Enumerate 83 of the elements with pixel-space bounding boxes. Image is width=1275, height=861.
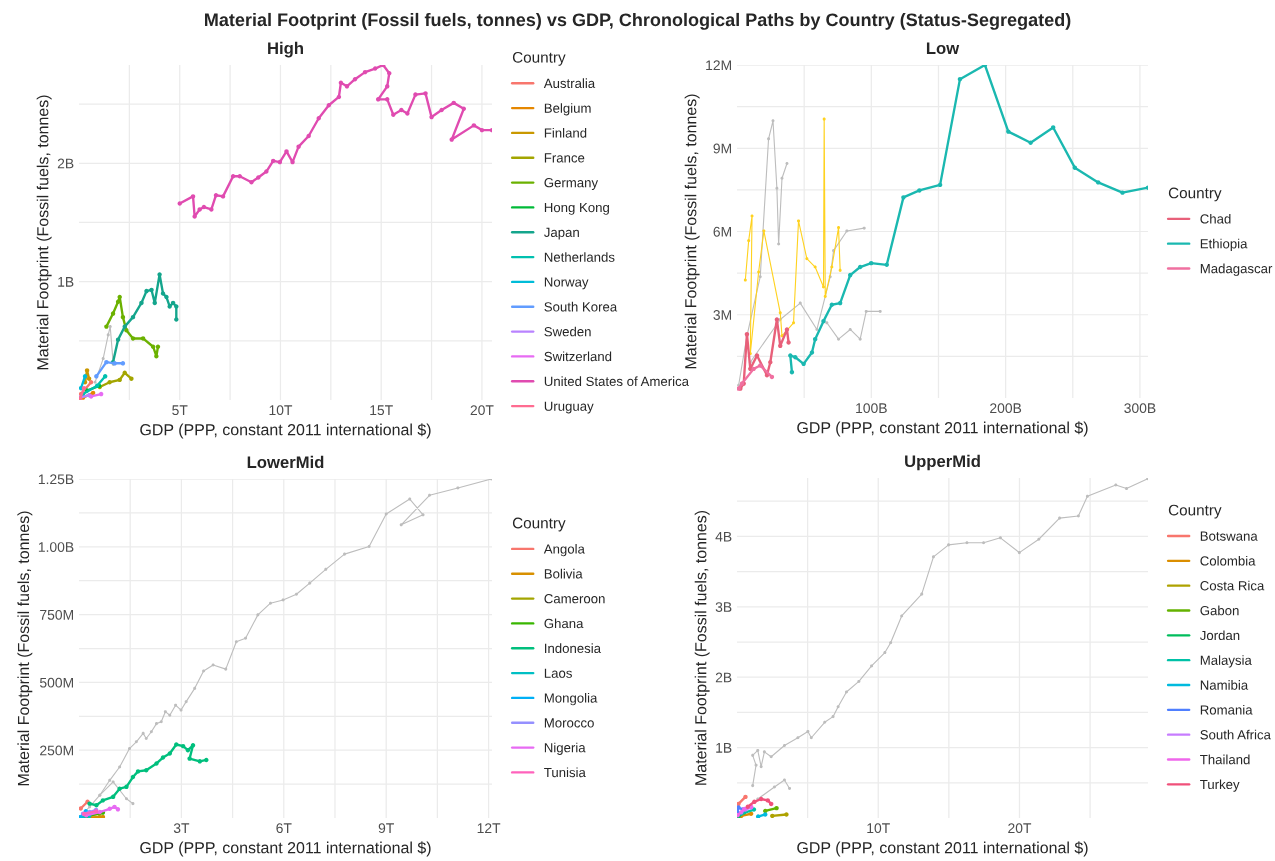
y-axis-title: Material Footprint (Fossil fuels, tonnes)	[17, 511, 33, 786]
x-tick-label: 300B	[1124, 403, 1156, 414]
x-tick-label: 10T	[867, 823, 890, 834]
x-tick-label: 10T	[269, 405, 293, 416]
legend-label: South Africa	[1200, 729, 1271, 740]
legend-label: Hong Kong	[544, 202, 609, 215]
legend-label: Tunisia	[544, 767, 586, 778]
x-axis-title: GDP (PPP, constant 2011 international $)	[797, 421, 1088, 437]
text: Material Footprint (Fossil fuels, tonnes) vs GDP, Chronological Paths by Country (Status-Segregated)	[205, 12, 1071, 30]
legend-label: Norway	[544, 277, 589, 290]
x-tick-label: 12T	[477, 823, 501, 833]
legend-label: Namibia	[1200, 680, 1249, 690]
legend-label: Uruguay	[544, 401, 594, 414]
y-tick-label: 4B	[715, 531, 732, 542]
legend-title: Country	[512, 51, 566, 66]
legend-label: Australia	[543, 78, 596, 89]
legend-label: Malaysia	[1200, 655, 1252, 668]
legend-label: Morocco	[544, 718, 594, 728]
chart-title: LowerMid	[247, 455, 324, 469]
legend-label: Japan	[544, 227, 579, 240]
legend-label: Nigeria	[544, 742, 586, 755]
legend-title: Country	[512, 517, 566, 532]
legend-label: Turkey	[1200, 779, 1240, 792]
x-tick-label: 100B	[856, 403, 887, 414]
legend-label: Sweden	[544, 326, 591, 337]
x-tick-label: 15T	[370, 405, 393, 416]
legend-label: Costa Rica	[1200, 580, 1265, 591]
legend-label: Switzerland	[544, 351, 612, 362]
legend-label: Romania	[1200, 704, 1253, 715]
legend-label: Bolivia	[544, 568, 583, 579]
legend-label: Thailand	[1200, 754, 1250, 765]
y-axis-title: Material Footprint (Fossil fuels, tonnes)	[694, 510, 710, 785]
legend-label: Gabon	[1200, 605, 1239, 616]
legend-label: Mongolia	[544, 692, 598, 706]
y-tick-label: 6M	[713, 226, 731, 237]
x-axis-title: GDP (PPP, constant 2011 international $)	[140, 423, 431, 439]
legend-label: Colombia	[1200, 555, 1256, 566]
chart-title: UpperMid	[905, 454, 980, 471]
legend-label: United States of America	[544, 376, 690, 387]
y-axis-title: Material Footprint (Fossil fuels, tonnes)	[36, 95, 52, 370]
x-tick-label: 5T	[172, 405, 188, 416]
y-axis-title: Material Footprint (Fossil fuels, tonnes)	[684, 94, 700, 369]
y-tick-label: 1B	[58, 277, 74, 287]
legend-label: Laos	[544, 668, 572, 678]
y-tick-label: 3B	[715, 602, 732, 612]
y-tick-label: 250M	[40, 745, 73, 756]
legend-label: Indonesia	[545, 643, 602, 654]
legend-label: Netherlands	[544, 252, 615, 262]
legend-label: Chad	[1200, 213, 1231, 224]
legend-label: Belgium	[544, 103, 591, 116]
y-tick-label: 2B	[57, 158, 74, 169]
chart-title: Low	[926, 42, 960, 55]
y-tick-label: 3M	[713, 310, 731, 320]
legend-label: Finland	[544, 127, 587, 138]
legend-label: Botswana	[1200, 531, 1258, 541]
y-tick-label: 1B	[716, 743, 732, 753]
legend-label: South Korea	[544, 301, 618, 312]
y-tick-label: 12M	[706, 60, 731, 71]
x-tick-label: 20T	[1008, 823, 1032, 834]
x-tick-label: 6T	[276, 823, 292, 834]
x-tick-label: 9T	[378, 823, 394, 834]
y-tick-label: 1.25B	[38, 474, 74, 485]
x-tick-label: 200B	[990, 403, 1022, 414]
chart-title: High	[268, 41, 303, 58]
legend-label: Ethiopia	[1200, 238, 1248, 252]
x-axis-title: GDP (PPP, constant 2011 international $)	[140, 841, 431, 857]
y-tick-label: 9M	[713, 143, 731, 154]
legend-label: France	[544, 153, 585, 163]
y-tick-label: 500M	[39, 677, 73, 688]
x-tick-label: 3T	[173, 823, 190, 834]
y-tick-label: 1.00B	[38, 542, 74, 552]
x-axis-title: GDP (PPP, constant 2011 international $)	[797, 841, 1088, 857]
legend-label: Cameroon	[544, 594, 605, 604]
legend-title: Country	[1168, 187, 1222, 202]
legend-label: Madagascar	[1200, 263, 1273, 276]
legend-label: Ghana	[544, 618, 584, 629]
legend-label: Jordan	[1199, 630, 1240, 641]
legend-label: Angola	[543, 543, 585, 557]
x-tick-label: 20T	[470, 405, 494, 416]
y-tick-label: 2B	[715, 672, 732, 683]
legend-label: Germany	[544, 178, 599, 190]
y-tick-label: 750M	[40, 609, 73, 620]
legend-title: Country	[1168, 504, 1222, 519]
